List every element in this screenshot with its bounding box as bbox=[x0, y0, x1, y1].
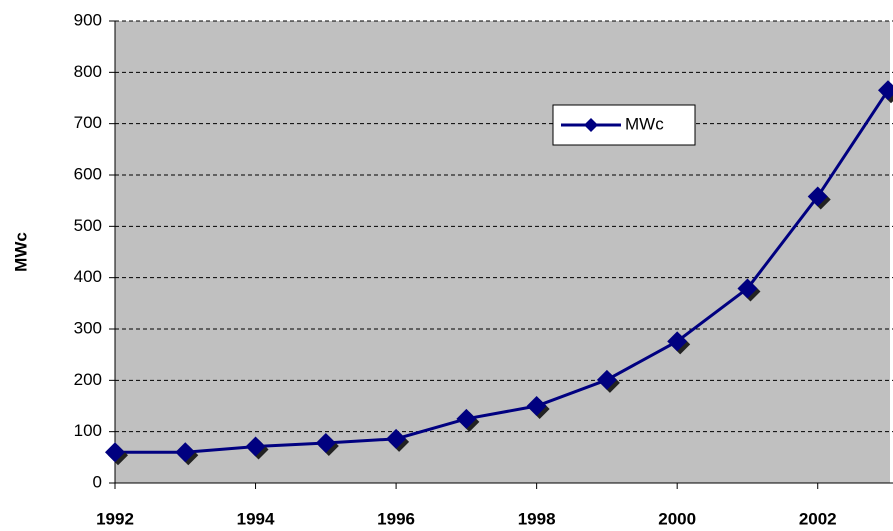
x-tick-label: 1996 bbox=[377, 509, 415, 528]
marker bbox=[737, 278, 758, 299]
x-tick-label: 1998 bbox=[518, 509, 556, 528]
y-tick-label: 0 bbox=[93, 472, 102, 491]
legend-label: MWc bbox=[625, 114, 664, 133]
marker bbox=[807, 186, 828, 207]
series-line bbox=[115, 89, 890, 454]
x-tick-label: 2002 bbox=[799, 509, 837, 528]
marker bbox=[386, 428, 407, 449]
marker bbox=[667, 331, 688, 352]
y-tick-label: 800 bbox=[74, 62, 102, 81]
y-axis-label: MWc bbox=[11, 232, 30, 272]
y-tick-label: 900 bbox=[74, 10, 102, 29]
y-tick-label: 100 bbox=[74, 421, 102, 440]
marker bbox=[175, 442, 196, 463]
y-tick-label: 200 bbox=[74, 370, 102, 389]
y-tick-label: 300 bbox=[74, 318, 102, 337]
marker bbox=[526, 396, 547, 416]
y-tick-label: 600 bbox=[74, 164, 102, 183]
y-tick-label: 400 bbox=[74, 267, 102, 286]
marker bbox=[315, 432, 336, 453]
y-tick-label: 500 bbox=[74, 216, 102, 235]
plot-area bbox=[115, 21, 890, 483]
legend-marker bbox=[584, 118, 598, 132]
x-tick-label: 1992 bbox=[96, 509, 134, 528]
x-tick-label: 1994 bbox=[237, 509, 275, 528]
marker bbox=[245, 436, 266, 457]
marker bbox=[456, 408, 477, 429]
x-tick-label: 2000 bbox=[658, 509, 696, 528]
y-tick-label: 700 bbox=[74, 113, 102, 132]
marker bbox=[596, 369, 617, 390]
marker bbox=[105, 442, 125, 463]
marker bbox=[878, 80, 893, 101]
